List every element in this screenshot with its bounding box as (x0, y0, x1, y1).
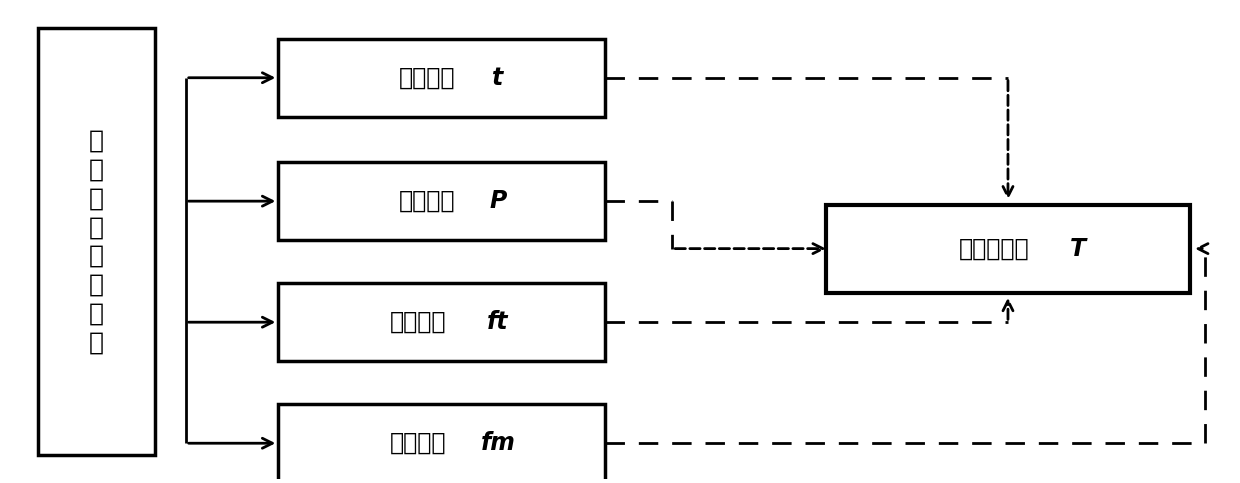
Bar (278, 162, 605, 241)
Text: 介质流量: 介质流量 (391, 431, 446, 455)
Bar (278, 39, 605, 117)
Bar (278, 404, 605, 483)
Text: P: P (490, 189, 507, 213)
Bar (826, 205, 1189, 293)
Bar (38, 28, 155, 455)
Text: 工
业
现
场
运
行
参
数: 工 业 现 场 运 行 参 数 (89, 129, 104, 354)
Bar (278, 283, 605, 361)
Text: 介质类型: 介质类型 (391, 310, 446, 334)
Text: t: t (492, 66, 503, 90)
Text: ft: ft (487, 310, 508, 334)
Text: 操作温度: 操作温度 (399, 66, 455, 90)
Text: 流量计类型: 流量计类型 (959, 237, 1029, 261)
Text: T: T (1070, 237, 1086, 261)
Text: 操作压力: 操作压力 (399, 189, 455, 213)
Text: fm: fm (481, 431, 516, 455)
